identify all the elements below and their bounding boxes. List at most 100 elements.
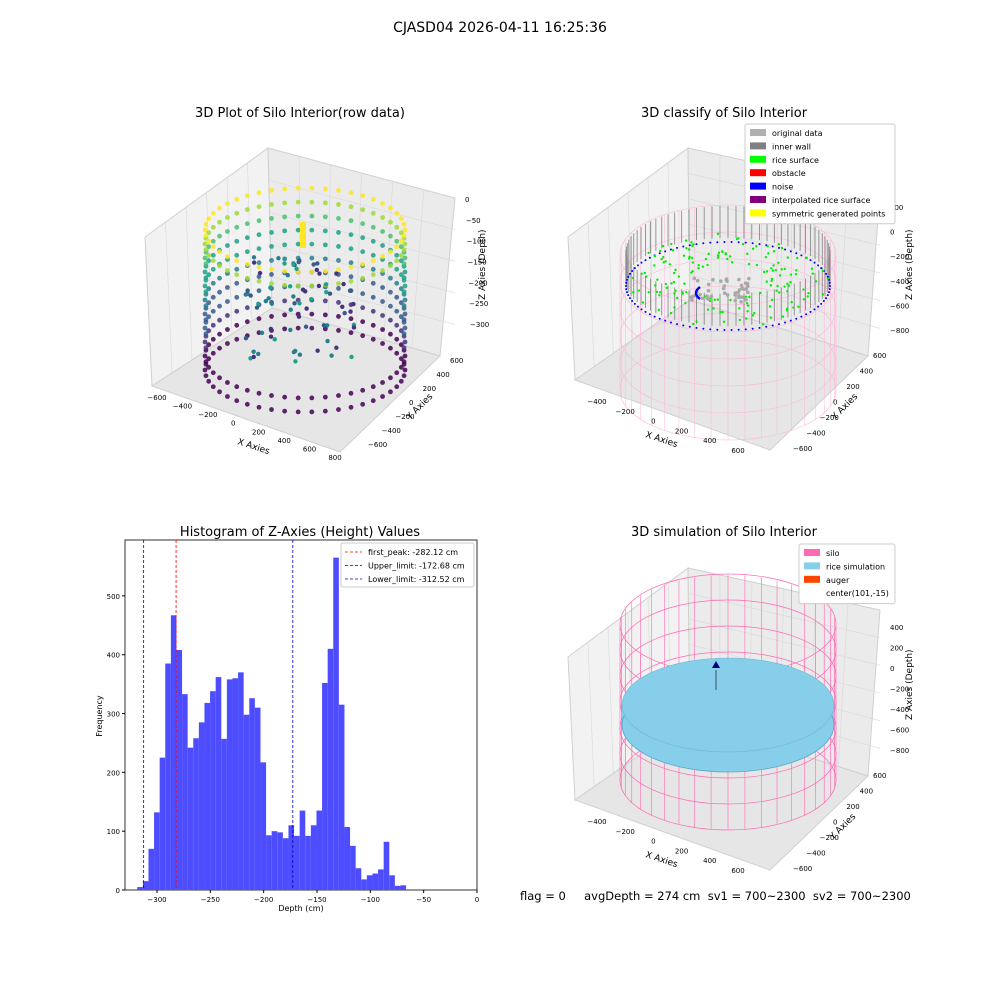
classify-noise-point [778, 246, 780, 249]
raw-xlabel: X Axies [236, 437, 271, 457]
raw-point [398, 314, 404, 320]
raw-point [349, 354, 354, 360]
histogram-ytick-label: 200 [107, 769, 120, 777]
classify-rice-point [751, 314, 755, 317]
raw-point [398, 216, 404, 222]
raw-point [380, 229, 385, 234]
classify-rice-point [726, 257, 729, 261]
raw-ylabel: Y Axies [404, 392, 435, 423]
raw-point [348, 204, 354, 210]
raw-point [295, 395, 301, 401]
raw-point [309, 395, 315, 401]
histogram-bar [221, 738, 227, 890]
histogram-xtick-label: −100 [361, 896, 380, 904]
histogram-bar [170, 615, 177, 890]
raw-point [282, 261, 287, 266]
classify-rice-point [671, 249, 675, 252]
classify-rice-point [658, 249, 662, 253]
panel-classify-title: 3D classify of Silo Interior [641, 106, 808, 121]
gridline [687, 274, 881, 329]
classify-rice-point [716, 254, 720, 257]
raw-point [225, 341, 230, 346]
classify-rice-point [669, 311, 673, 315]
raw-point [256, 316, 262, 322]
raw-ytick: −200 [395, 413, 414, 421]
classify-rice-point [775, 289, 778, 292]
histogram-bar [327, 648, 334, 890]
raw-point [348, 246, 354, 252]
gridline [355, 172, 362, 333]
raw-point [217, 289, 222, 295]
raw-point [254, 305, 260, 310]
classify-rice-point [770, 267, 773, 270]
legend-label: auger [826, 576, 850, 585]
histogram-bar [137, 887, 143, 890]
classify-original-point [733, 291, 738, 295]
classify-xtick: 200 [675, 427, 688, 435]
classify-rice-point [777, 291, 781, 294]
classify-rice-point [719, 310, 722, 314]
raw-point [282, 312, 288, 318]
raw-point [293, 359, 298, 364]
classify-rice-point [668, 263, 671, 266]
sim-xtick: 200 [675, 847, 688, 855]
classify-noise-point [669, 248, 672, 251]
raw-point [269, 258, 274, 263]
raw-point [210, 210, 216, 216]
classify-noise-point [730, 241, 733, 244]
raw-point [269, 281, 274, 286]
classify-rice-point [722, 320, 726, 324]
histogram-bar [338, 704, 345, 890]
classify-rice-point [637, 289, 641, 292]
raw-xtick: 600 [303, 445, 316, 453]
raw-point [370, 384, 376, 390]
raw-point [282, 298, 288, 304]
classify-rice-point [802, 298, 806, 301]
classify-original-point [744, 287, 749, 291]
raw-point [217, 345, 222, 351]
raw-point [225, 215, 230, 220]
raw-point [348, 232, 354, 238]
histogram-xtick-label: −300 [147, 896, 166, 904]
raw-point [217, 263, 222, 269]
gridline [411, 189, 425, 349]
raw-point [323, 282, 329, 287]
classify-rice-point [741, 242, 745, 246]
classify-original-point [745, 284, 750, 289]
classify-rice-point [640, 272, 643, 275]
classify-ytick: 0 [833, 399, 837, 407]
classify-noise-point [730, 328, 733, 331]
classify-rice-point [786, 290, 789, 293]
sim-xtick: 600 [731, 867, 744, 875]
classify-noise-point [789, 250, 792, 253]
classify-rice-point [748, 295, 751, 299]
raw-point [398, 244, 404, 250]
raw-ytick: 600 [450, 357, 463, 365]
legend-label: inner wall [772, 142, 811, 151]
raw-point [348, 390, 354, 396]
sim-ytick: −400 [806, 850, 825, 858]
raw-point [322, 186, 328, 192]
raw-point [295, 283, 301, 289]
classify-noise-point [627, 275, 630, 278]
raw-ztick: 0 [465, 196, 469, 204]
raw-point [348, 274, 354, 280]
figure-title: CJASD04 2026-04-11 16:25:36 [393, 20, 607, 36]
classify-rice-point [729, 298, 732, 302]
raw-point [202, 227, 208, 233]
classify-noise-point [828, 281, 831, 284]
panel-histogram: Histogram of Z-Axies (Height) Values −30… [95, 525, 479, 913]
raw-point [203, 221, 209, 227]
classify-rice-point [717, 251, 721, 254]
classify-original-point [737, 294, 741, 298]
raw-point [321, 323, 327, 328]
raw-point [402, 255, 408, 261]
raw-point [256, 278, 262, 284]
gridline [185, 207, 193, 361]
classify-rice-point [762, 270, 766, 274]
histogram-bar [400, 885, 407, 890]
gridline [838, 602, 849, 767]
raw-point [309, 199, 315, 205]
raw-point [202, 339, 208, 345]
raw-point [291, 261, 296, 266]
